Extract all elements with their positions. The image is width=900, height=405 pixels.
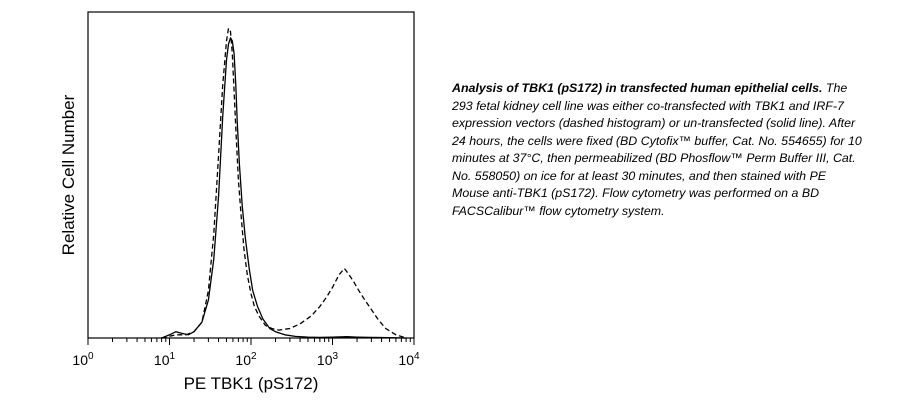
x-axis-tick-labels: 100 101 102 103 104 (72, 351, 420, 368)
y-axis-label: Relative Cell Number (59, 94, 78, 255)
x-tick-label: 100 (72, 351, 94, 368)
series-layer (161, 27, 407, 339)
x-tick-label: 103 (317, 351, 339, 368)
figure-caption: Analysis of TBK1 (pS172) in transfected … (452, 80, 862, 220)
x-axis-ticks (87, 338, 415, 345)
plot-frame (87, 11, 415, 339)
series-line-solid (161, 37, 407, 339)
histogram-chart: 100 101 102 103 104 PE TBK1 (pS172) Relative… (59, 11, 420, 393)
x-tick-label: 102 (235, 351, 257, 368)
caption-title: Analysis of TBK1 (pS172) in transfected … (452, 81, 823, 95)
series-line-dashed (161, 27, 407, 339)
caption-body: The 293 fetal kidney cell line was eithe… (452, 81, 862, 218)
x-axis-label: PE TBK1 (pS172) (184, 374, 319, 393)
x-tick-label: 101 (154, 351, 176, 368)
x-tick-label: 104 (398, 351, 420, 368)
